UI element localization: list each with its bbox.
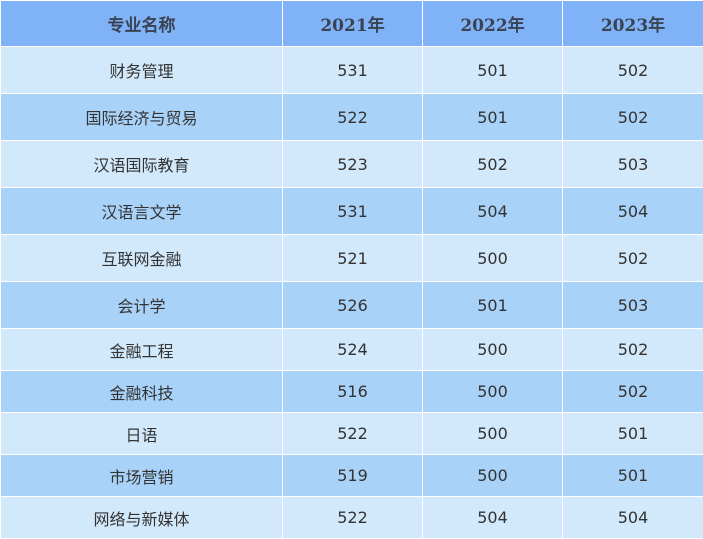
header-major: 专业名称: [1, 1, 283, 47]
table-row: 金融科技 516 500 502: [1, 371, 703, 413]
header-2023: 2023年: [563, 1, 703, 47]
cell-2022: 500: [423, 455, 563, 497]
cell-major: 汉语国际教育: [1, 141, 283, 188]
cell-2023: 502: [563, 94, 703, 141]
cell-major: 汉语言文学: [1, 188, 283, 235]
cell-2023: 502: [563, 371, 703, 413]
cell-2022: 500: [423, 413, 563, 455]
table-row: 金融工程 524 500 502: [1, 329, 703, 371]
cell-2021: 522: [283, 497, 423, 539]
cell-2023: 502: [563, 235, 703, 282]
cell-2022: 504: [423, 497, 563, 539]
cell-2021: 521: [283, 235, 423, 282]
table-row: 日语 522 500 501: [1, 413, 703, 455]
cell-major: 金融科技: [1, 371, 283, 413]
cell-2022: 500: [423, 329, 563, 371]
cell-2023: 503: [563, 282, 703, 329]
cell-major: 财务管理: [1, 47, 283, 94]
header-2021: 2021年: [283, 1, 423, 47]
cell-2021: 522: [283, 413, 423, 455]
table-header-row: 专业名称 2021年 2022年 2023年: [1, 1, 703, 47]
table-row: 网络与新媒体 522 504 504: [1, 497, 703, 539]
cell-2023: 504: [563, 188, 703, 235]
table-row: 互联网金融 521 500 502: [1, 235, 703, 282]
cell-major: 国际经济与贸易: [1, 94, 283, 141]
cell-2023: 504: [563, 497, 703, 539]
cell-2023: 502: [563, 329, 703, 371]
cell-2022: 502: [423, 141, 563, 188]
cell-2023: 503: [563, 141, 703, 188]
cell-2021: 531: [283, 188, 423, 235]
table-row: 国际经济与贸易 522 501 502: [1, 94, 703, 141]
cell-2021: 524: [283, 329, 423, 371]
table-row: 财务管理 531 501 502: [1, 47, 703, 94]
cell-2021: 516: [283, 371, 423, 413]
cell-2022: 500: [423, 235, 563, 282]
cell-major: 网络与新媒体: [1, 497, 283, 539]
cell-major: 互联网金融: [1, 235, 283, 282]
cell-2023: 502: [563, 47, 703, 94]
cell-major: 日语: [1, 413, 283, 455]
cell-2021: 526: [283, 282, 423, 329]
cell-2021: 519: [283, 455, 423, 497]
cell-2022: 501: [423, 47, 563, 94]
cell-2021: 522: [283, 94, 423, 141]
cell-major: 金融工程: [1, 329, 283, 371]
cell-2022: 501: [423, 282, 563, 329]
table-row: 汉语言文学 531 504 504: [1, 188, 703, 235]
table-row: 市场营销 519 500 501: [1, 455, 703, 497]
cell-2022: 501: [423, 94, 563, 141]
cell-major: 市场营销: [1, 455, 283, 497]
cell-2021: 523: [283, 141, 423, 188]
cell-2022: 504: [423, 188, 563, 235]
cell-2023: 501: [563, 455, 703, 497]
header-2022: 2022年: [423, 1, 563, 47]
cell-2023: 501: [563, 413, 703, 455]
cell-major: 会计学: [1, 282, 283, 329]
cell-2021: 531: [283, 47, 423, 94]
table-row: 会计学 526 501 503: [1, 282, 703, 329]
table-row: 汉语国际教育 523 502 503: [1, 141, 703, 188]
cell-2022: 500: [423, 371, 563, 413]
